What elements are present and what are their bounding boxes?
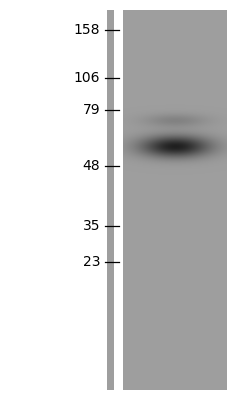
Text: 23: 23 (82, 255, 100, 269)
Text: 79: 79 (82, 103, 100, 117)
Text: 106: 106 (74, 71, 100, 85)
Text: 158: 158 (74, 23, 100, 37)
Text: 35: 35 (82, 219, 100, 233)
Text: 48: 48 (82, 159, 100, 173)
